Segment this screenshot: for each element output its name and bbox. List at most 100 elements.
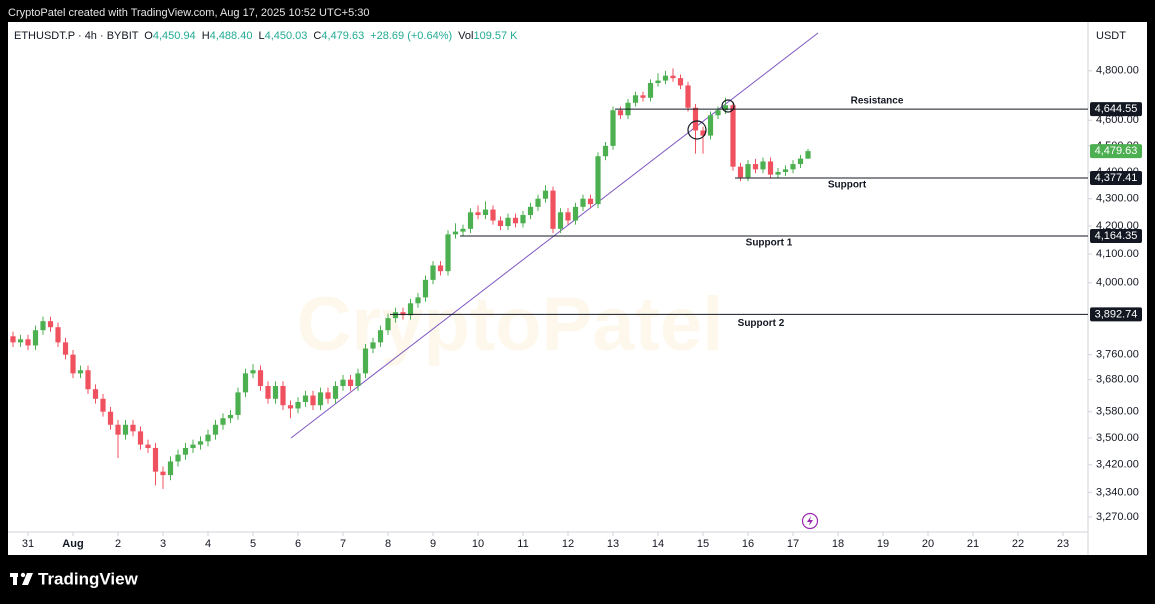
y-tick-label: 3,270.00 xyxy=(1096,511,1139,523)
candle-body xyxy=(190,444,196,448)
candle-body xyxy=(400,312,406,316)
candle-body xyxy=(707,115,714,136)
marker-circle xyxy=(687,120,707,140)
x-tick-label: 17 xyxy=(787,538,799,550)
candle-body xyxy=(62,342,69,355)
y-tick-label: 4,600.00 xyxy=(1096,114,1139,126)
candle-body xyxy=(145,444,151,448)
x-tick-label: 20 xyxy=(922,538,934,550)
level-price-box xyxy=(1090,228,1142,243)
x-tick-label: 19 xyxy=(877,538,889,550)
candle-body xyxy=(130,424,136,432)
x-tick-label: 14 xyxy=(652,538,664,550)
candle-body xyxy=(422,279,429,298)
candle-body xyxy=(527,206,534,216)
candle-body xyxy=(670,75,676,79)
candle-body xyxy=(580,198,586,207)
candle-body xyxy=(242,373,249,393)
legend-value: 4,479.63 xyxy=(321,30,364,42)
candle-body xyxy=(767,161,774,175)
candle-body xyxy=(70,354,76,374)
candle-body xyxy=(355,373,361,387)
candle-body xyxy=(692,107,699,131)
candle-body xyxy=(212,424,219,435)
candle-body xyxy=(370,342,376,349)
candle-body xyxy=(235,392,241,415)
last-price-box xyxy=(1090,144,1142,159)
candle-body xyxy=(362,348,369,374)
candle-body xyxy=(752,164,759,170)
candle-body xyxy=(662,75,669,81)
level-name: Resistance xyxy=(851,96,904,107)
logo: TradingView xyxy=(10,569,139,588)
candle-body xyxy=(760,161,766,170)
level-price-box xyxy=(1090,170,1142,185)
candle-body xyxy=(392,312,399,319)
candle-body xyxy=(250,370,256,374)
x-tick-label: 18 xyxy=(832,538,844,550)
candle-body xyxy=(805,151,811,159)
candle-body xyxy=(317,392,324,406)
candle-body xyxy=(55,327,61,343)
candle-body xyxy=(505,217,511,227)
level-price-label: 4,644.55 xyxy=(1095,103,1138,115)
legend-value: 4,488.40 xyxy=(210,30,253,42)
legend-volume: 109.57 K xyxy=(473,30,518,42)
legend-value: 4,450.03 xyxy=(265,30,308,42)
candle-body xyxy=(407,303,414,316)
x-tick-label: Aug xyxy=(62,538,83,550)
logo-icon xyxy=(13,573,17,585)
candle-body xyxy=(452,231,459,235)
candle-body xyxy=(377,330,384,343)
y-tick-label: 4,800.00 xyxy=(1096,65,1139,77)
candle-body xyxy=(295,401,301,409)
candle-body xyxy=(430,265,436,280)
x-tick-label: 11 xyxy=(517,538,528,550)
level-price-label: 3,892.74 xyxy=(1095,308,1138,320)
candle-body xyxy=(227,414,234,419)
candle-body xyxy=(152,447,159,472)
candle-body xyxy=(302,395,309,402)
candle-body xyxy=(175,454,181,462)
candle-body xyxy=(445,234,451,272)
candle-body xyxy=(92,389,99,399)
candle-body xyxy=(610,110,616,146)
candle-body xyxy=(640,95,646,98)
candle-body xyxy=(790,164,796,170)
candle-body xyxy=(332,386,339,399)
y-tick-label: 4,200.00 xyxy=(1096,220,1139,232)
candle-body xyxy=(415,297,421,304)
logo-icon xyxy=(22,573,33,585)
logo-text: TradingView xyxy=(38,569,139,588)
candle-body xyxy=(280,386,286,406)
candle-body xyxy=(602,145,609,157)
candle-body xyxy=(617,110,624,116)
candle-body xyxy=(220,418,226,425)
candle-body xyxy=(482,209,489,216)
candle-body xyxy=(475,212,481,216)
x-tick-label: 22 xyxy=(1012,538,1024,550)
y-tick-label: 3,500.00 xyxy=(1096,432,1139,444)
x-tick-label: 3 xyxy=(160,538,166,550)
candle-body xyxy=(77,370,84,374)
x-tick-label: 21 xyxy=(967,538,979,550)
candle-body xyxy=(115,424,121,435)
candle-body xyxy=(325,392,331,399)
y-tick-label: 3,680.00 xyxy=(1096,374,1139,386)
candle-body xyxy=(122,424,129,435)
candle-body xyxy=(347,379,354,387)
level-name: Support 1 xyxy=(746,238,793,249)
y-axis-label: USDT xyxy=(1096,30,1126,42)
candle-body xyxy=(715,110,721,116)
candle-body xyxy=(160,471,166,476)
candle-body xyxy=(797,158,804,165)
candle-body xyxy=(572,206,579,221)
level-name: Support xyxy=(828,180,867,191)
y-tick-label: 3,340.00 xyxy=(1096,486,1139,498)
candle-body xyxy=(490,209,496,221)
x-tick-label: 31 xyxy=(22,538,34,550)
x-tick-label: 12 xyxy=(562,538,574,550)
level-price-box xyxy=(1090,307,1142,322)
candle-body xyxy=(535,198,541,207)
